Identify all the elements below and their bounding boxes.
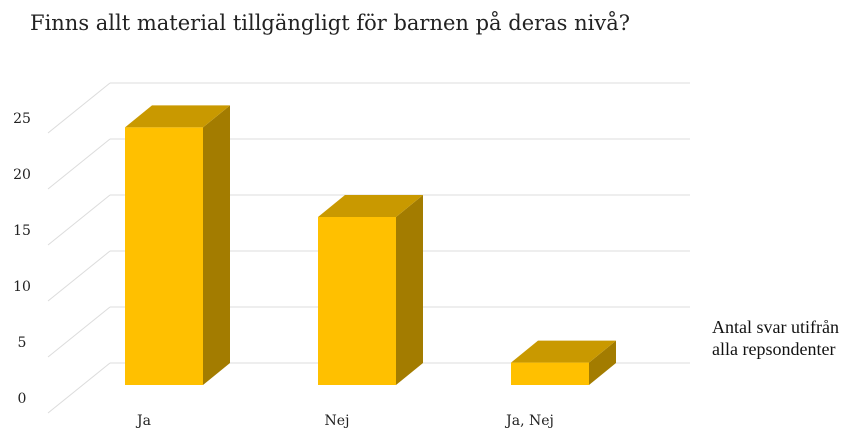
y-tick-label: 15	[13, 223, 31, 239]
y-tick-label: 20	[13, 167, 31, 183]
grid-line	[47, 362, 111, 414]
bar-side	[203, 105, 230, 386]
x-tick-label: Nej	[325, 413, 350, 429]
bar	[318, 217, 396, 385]
bar	[125, 127, 203, 386]
bar-side	[589, 340, 616, 385]
x-tick-label: Ja	[135, 413, 151, 429]
x-tick-label: Ja, Nej	[504, 413, 554, 429]
grid-line	[47, 82, 111, 134]
y-tick-label: 0	[18, 391, 27, 407]
bar-top	[511, 340, 616, 363]
chart-title: Finns allt material tillgängligt för bar…	[30, 11, 630, 35]
grid-line	[47, 138, 111, 190]
grid-line	[47, 306, 111, 358]
bar-top	[125, 105, 230, 128]
y-tick-label: 10	[13, 279, 31, 295]
bar-top	[318, 195, 423, 217]
grid-line	[47, 194, 111, 246]
grid-line	[47, 250, 111, 302]
y-tick-label: 5	[18, 335, 27, 351]
bar-side	[396, 195, 423, 385]
legend-entry: Antal svar utifrån alla repsondenter	[712, 317, 839, 359]
y-tick-label: 25	[13, 111, 31, 127]
bar	[511, 362, 589, 385]
